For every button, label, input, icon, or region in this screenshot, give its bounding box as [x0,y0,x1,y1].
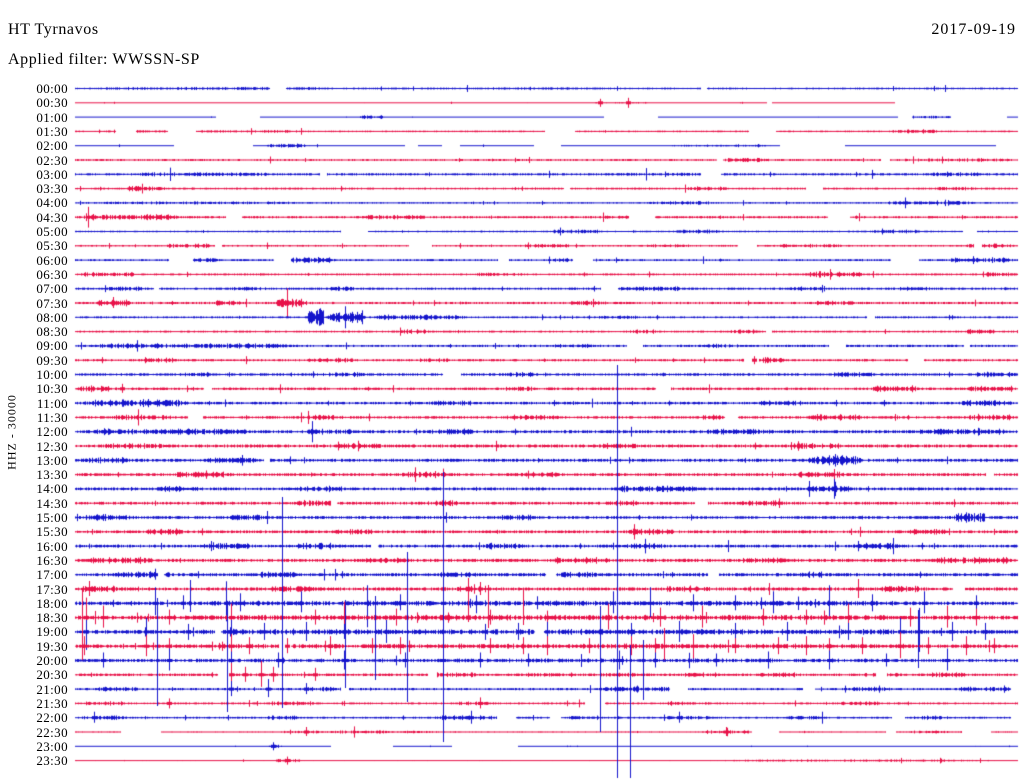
time-label: 14:00 [36,481,68,497]
time-label: 06:00 [36,252,68,268]
time-label: 05:00 [36,224,68,239]
time-label: 16:30 [36,552,68,568]
time-label: 02:30 [36,152,68,168]
time-label: 07:00 [36,281,68,297]
time-label: 15:00 [36,510,68,525]
time-label: 00:00 [36,81,68,96]
time-label: 17:00 [36,567,68,583]
time-label: 21:30 [36,695,68,711]
time-label: 01:00 [36,109,68,125]
time-label: 04:30 [36,209,68,225]
time-label: 06:30 [36,266,68,282]
time-label: 18:30 [36,610,68,626]
time-label: 01:30 [36,123,68,139]
time-label: 02:00 [36,138,68,154]
time-label: 11:30 [36,409,68,425]
time-label: 00:30 [36,95,68,111]
time-label: 08:00 [36,309,68,325]
time-label: 13:00 [36,452,68,468]
time-label: 20:30 [36,667,68,683]
time-label: 04:00 [36,195,68,211]
time-label: 12:30 [36,438,68,454]
time-label: 10:00 [36,367,68,382]
time-label: 19:00 [36,624,68,640]
time-label: 03:30 [36,181,68,197]
time-label: 07:30 [36,295,68,311]
time-label: 08:30 [36,324,68,340]
time-label: 22:30 [36,724,68,740]
time-label: 18:00 [36,595,68,611]
time-label: 09:30 [36,352,68,368]
time-label: 12:00 [36,424,68,440]
time-label: 14:30 [36,495,68,511]
time-label: 03:00 [36,166,68,182]
time-label: 23:30 [36,753,68,769]
time-label: 20:00 [36,653,68,668]
time-label: 19:30 [36,638,68,654]
station-title: HT Tyrnavos [8,21,99,38]
time-label: 21:00 [36,681,68,697]
time-label: 22:00 [36,710,68,726]
time-label: 17:30 [36,581,68,597]
filter-label: Applied filter: WWSSN-SP [8,51,200,68]
time-label: 05:30 [36,238,68,254]
y-axis-channel-scale-label: HHZ - 30000 [4,394,19,470]
time-label: 10:30 [36,381,68,397]
time-label: 23:00 [36,738,68,754]
time-label: 15:30 [36,524,68,540]
time-label: 16:00 [36,538,68,554]
date-label: 2017-09-19 [931,21,1016,38]
time-label: 09:00 [36,338,68,354]
time-label: 13:30 [36,467,68,483]
time-label: 11:00 [36,395,68,411]
